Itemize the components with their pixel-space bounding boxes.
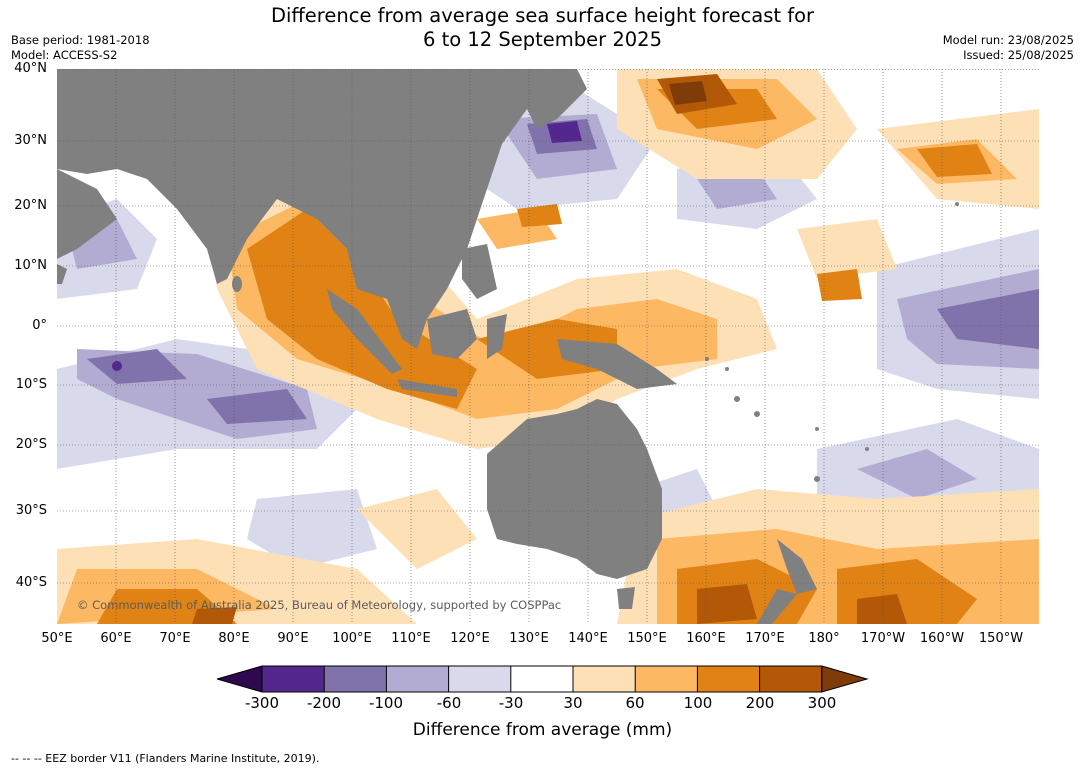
model-run: Model run: 23/08/2025 [942,33,1074,47]
land-new-zealand [777,539,817,594]
colorbar-tick-1: -300 [244,694,280,712]
meta-right: Model run: 23/08/2025 Issued: 25/08/2025 [943,33,1074,63]
colorbar-title: Difference from average (mm) [412,720,673,740]
colorbar-tick-6: 30 [563,694,583,712]
colorbar-tick-8: 100 [683,694,713,712]
lon-label-160w: 160°W [919,631,965,646]
lon-label-120e: 120°E [450,631,490,646]
land-asia [57,69,527,349]
base-period: Base period: 1981-2018 [11,33,150,47]
map-svg [57,69,1039,624]
title-line-2: 6 to 12 September 2025 [423,28,662,51]
land-australia [487,399,662,579]
lon-label-170w: 170°W [860,631,906,646]
colorbar-swatch-5 [510,666,573,692]
colorbar-swatch-9 [759,666,822,692]
copyright-notice: © Commonwealth of Australia 2025, Bureau… [77,598,562,612]
map-area [57,69,1039,624]
lat-label-equator: 0° [32,318,47,333]
colorbar-tick-7: 60 [625,694,645,712]
lon-label-110e: 110°E [391,631,431,646]
land-japan [527,69,587,129]
lon-label-70e: 70°E [159,631,191,646]
land-sulawesi [487,314,507,359]
lat-label-20n: 20°N [14,198,47,213]
model-name: Model: ACCESS-S2 [11,48,118,62]
lon-label-160e: 160°E [686,631,726,646]
colorbar-swatch-2 [324,666,387,692]
lon-label-50e: 50°E [41,631,73,646]
anomaly-positive-max [669,81,707,105]
land-philippines [462,244,497,299]
land-borneo [427,309,477,359]
colorbar-swatch-1 [262,666,325,692]
title-line-1: Difference from average sea surface heig… [270,4,815,27]
colorbar-tick-10: 300 [807,694,837,712]
colorbar-tick-9: 200 [745,694,775,712]
land-java [397,379,457,397]
colorbar-tick-3: -100 [368,694,404,712]
eez-footnote: -- -- -- EEZ border V11 (Flanders Marine… [11,752,320,765]
lon-label-130e: 130°E [509,631,549,646]
lon-label-140e: 140°E [568,631,608,646]
lon-label-60e: 60°E [100,631,132,646]
colorbar-swatch-4 [448,666,511,692]
land-new-guinea [557,339,677,389]
colorbar-swatch-3 [386,666,449,692]
land-sri-lanka [232,276,242,292]
colorbar-tick-2: -200 [306,694,342,712]
lon-label-150e: 150°E [627,631,667,646]
colorbar-tick-5: -30 [498,694,524,712]
lat-label-20s: 20°S [15,437,47,452]
colorbar-swatch-above [821,665,869,693]
colorbar-tick-4: -60 [436,694,462,712]
lat-label-30n: 30°N [14,133,47,148]
land-arabia [57,169,117,259]
meta-left: Base period: 1981-2018 Model: ACCESS-S2 [11,33,150,63]
land-masses [57,69,959,624]
land-africa [57,264,67,284]
lon-label-80e: 80°E [218,631,250,646]
map-title: Difference from average sea surface heig… [0,4,1085,52]
colorbar-swatch-6 [573,666,636,692]
land-sumatra [327,289,402,374]
lat-label-40s: 40°S [15,575,47,590]
lon-label-100e: 100°E [332,631,372,646]
land-new-zealand-south [757,589,797,624]
lat-label-30s: 30°S [15,503,47,518]
lon-label-170e: 170°E [745,631,785,646]
colorbar [217,665,869,693]
lon-label-180: 180° [808,631,840,646]
issued-date: Issued: 25/08/2025 [963,48,1074,62]
graticule [57,69,1039,624]
colorbar-swatch-7 [635,666,698,692]
lat-label-40n: 40°N [14,61,47,76]
land-tasmania [617,587,635,609]
colorbar-swatch-8 [697,666,760,692]
lat-label-10n: 10°N [14,258,47,273]
colorbar-swatch-below [217,665,263,693]
lat-label-10s: 10°S [15,377,47,392]
lon-label-150w: 150°W [978,631,1024,646]
lon-label-90e: 90°E [277,631,309,646]
anomaly-negative-strong [87,119,1039,424]
